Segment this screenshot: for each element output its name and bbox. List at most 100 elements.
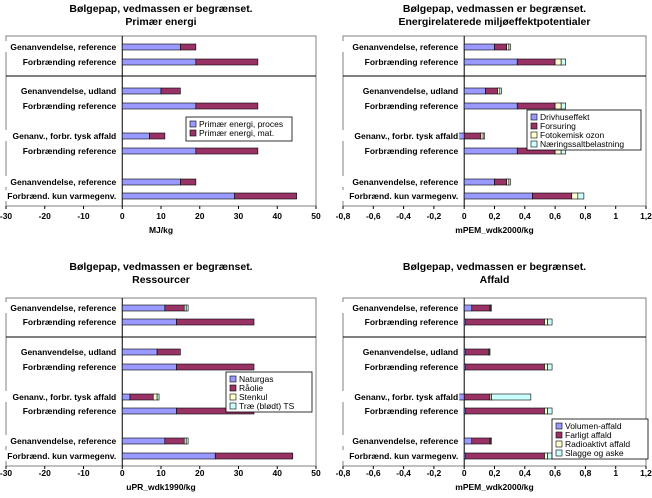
bar-segment [506, 43, 510, 51]
bar-segment [156, 393, 160, 401]
category-label: Genanv., forbr. tysk affald [354, 131, 458, 141]
category-label-bg [12, 346, 118, 357]
legend-swatch [229, 384, 237, 392]
bar-segment [485, 87, 498, 95]
bar-segment [121, 363, 177, 371]
legend-swatch [530, 113, 538, 121]
bar-segment [465, 452, 545, 460]
legend-label: Træ (blødt) TS [239, 401, 295, 411]
x-tick-label: 0 [462, 211, 467, 221]
bar-segment [554, 102, 562, 110]
bar-segment [121, 87, 162, 95]
category-label-bg [339, 450, 460, 461]
bar-segment [121, 192, 235, 200]
x-tick-label: 30 [234, 468, 244, 478]
bar-segment [491, 393, 532, 401]
x-tick-label: -30 [0, 468, 12, 478]
category-label: Forbrænding reference [365, 101, 459, 111]
category-label: Forbrænding reference [365, 146, 459, 156]
x-tick-label: -0,8 [336, 211, 351, 221]
legend-swatch [189, 120, 197, 128]
legend-box [185, 116, 293, 142]
legend-label: Radioaktivt affald [565, 439, 630, 449]
category-label-bg [339, 176, 460, 187]
bar-segment [234, 192, 297, 200]
bar-segment [471, 437, 491, 445]
bar-segment [164, 304, 185, 312]
x-tick-label: 0,4 [519, 211, 531, 221]
x-tick-label: -20 [39, 211, 52, 221]
legend-label: Volumen-affald [565, 421, 622, 431]
bar-segment [482, 132, 485, 140]
bar-segment [554, 58, 562, 66]
bar-segment [463, 192, 533, 200]
category-label-bg [339, 435, 460, 446]
bar-segment [463, 43, 495, 51]
x-tick-label: 0,2 [489, 468, 501, 478]
category-label-bg [12, 85, 118, 96]
bar-segment [465, 363, 545, 371]
legend-swatch [229, 402, 237, 410]
bar-segment [571, 192, 579, 200]
bar-segment [121, 304, 166, 312]
bar-segment [121, 147, 197, 155]
legend-label: Fotokemisk ozon [540, 130, 605, 140]
category-label-bg [12, 316, 118, 327]
x-tick-label: 50 [311, 211, 321, 221]
category-label: Forbrænding reference [23, 57, 117, 67]
category-label: Genanvendelse, reference [352, 303, 458, 313]
x-tick-label: 0,6 [549, 211, 561, 221]
x-tick-label: -10 [77, 211, 90, 221]
bar-segment [121, 407, 177, 415]
bar-segment [463, 87, 486, 95]
legend-box [551, 418, 649, 460]
legend-box [526, 109, 642, 151]
category-label-bg [354, 56, 460, 67]
category-label-bg [12, 405, 118, 416]
category-label: Forbrænding reference [23, 406, 117, 416]
bar-segment [560, 102, 567, 110]
category-label: Genanvendelse, udland [21, 347, 116, 357]
legend-label: Råolie [239, 383, 263, 393]
x-tick-label: 10 [156, 211, 166, 221]
x-tick-label: -0,2 [427, 468, 442, 478]
category-label-bg [354, 145, 460, 156]
category-label-bg [0, 391, 118, 402]
legend-swatch [189, 129, 197, 137]
chart-title: Bølgepap, vedmassen er begrænset. [69, 3, 252, 15]
bar-segment [506, 178, 510, 186]
legend-swatch [555, 449, 563, 457]
x-tick-label: -20 [39, 468, 52, 478]
bar-segment [121, 178, 181, 186]
category-label-bg [0, 450, 118, 461]
bar-segment [544, 452, 548, 460]
bar-segment [494, 178, 507, 186]
x-tick-label: 0,8 [579, 211, 591, 221]
legend-swatch [229, 393, 237, 401]
bar-segment [490, 304, 492, 312]
bar-segment [465, 407, 545, 415]
bar-segment [499, 87, 502, 95]
category-label: Genanvendelse, reference [352, 42, 458, 52]
chart-title: Bølgepap, vedmassen er begrænset. [403, 3, 586, 15]
category-label: Forbrænding reference [23, 317, 117, 327]
bar-segment [164, 437, 185, 445]
bar-segment [488, 348, 491, 356]
bar-segment [516, 102, 556, 110]
chart-subtitle: Ressourcer [132, 274, 190, 286]
bar-segment [480, 132, 484, 140]
x-axis-label: MJ/kg [149, 225, 173, 235]
legend-swatch [555, 422, 563, 430]
chart-subtitle: Energirelaterede miljøeffektpotentialer [399, 16, 591, 28]
x-tick-label: 10 [156, 468, 166, 478]
x-tick-label: 1 [613, 211, 618, 221]
category-label: Genanvendelse, reference [10, 42, 116, 52]
x-axis-label: uPR_wdk1990/kg [126, 482, 195, 492]
category-label-bg [339, 41, 460, 52]
legend-label: Primær energi, mat. [199, 128, 274, 138]
category-label-bg [339, 302, 460, 313]
